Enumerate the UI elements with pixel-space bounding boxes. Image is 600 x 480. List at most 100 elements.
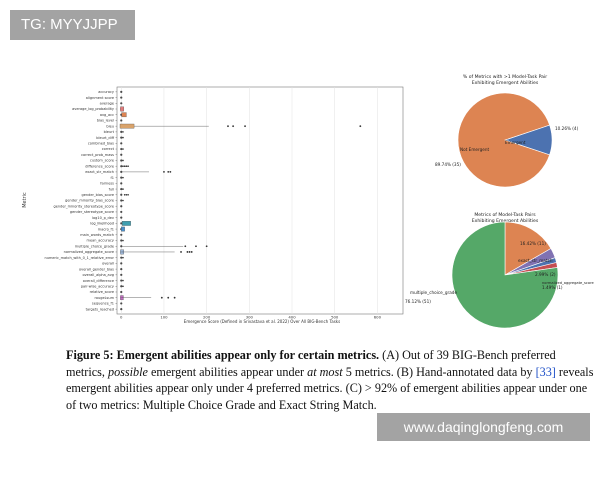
panel-a-box [121,112,127,118]
panel-a-category-label: correct [102,147,115,151]
panel-a-median-point [120,222,123,225]
panel-a-outlier [186,251,189,253]
panel-a-category-label: average_log_probability [72,107,114,111]
panel-a-median-point [120,268,123,271]
panel-a-outlier [244,125,246,128]
panel-a-box [121,226,125,232]
panel-a-outlier [122,165,124,167]
panel-a-outlier [125,165,128,167]
panel-a-outlier [122,131,124,133]
panel-a-median-point [120,182,123,185]
panel-a-category-label: overall_alpha_avg [82,273,114,277]
pie-slice-value: 1.49% (1) [542,285,563,290]
panel-a-median-point [120,262,123,265]
panel-a-median-point [120,102,123,105]
panel-b-title-2: Exhibiting Emergent Abilities [472,80,539,86]
figure-caption: Figure 5: Emergent abilities appear only… [66,347,596,413]
pie-slice-value: 89.74% (35) [435,162,461,167]
panel-a-median-point [120,285,123,288]
caption-italic-2: at most [307,364,343,379]
panel-a-ylabel: Metric [22,192,28,208]
panel-a-outlier [125,193,128,196]
pie-slice-value: 10.26% (4) [555,126,579,131]
panel-a-category-label: numeric_match_with_0_1_relative_error [45,256,115,260]
panel-a-category-label: alignment score [86,96,114,100]
panel-a-category-label: overall_gender_bias [79,267,114,271]
panel-a-xtick-label: 0 [120,315,123,320]
panel-a-category-label: accuracy [98,90,114,94]
panel-a-category-label: correct_prob_mass [81,153,114,157]
panel-a-box [119,123,135,129]
panel-a-xtick-label: 200 [203,315,211,320]
panel-a-median-point [120,205,123,208]
caption-bold-title: Emergent abilities appear only for certa… [116,348,380,362]
panel-a-outlier [188,251,191,253]
panel-a-outlier [122,188,124,190]
panel-a-category-label: f1 [111,176,114,180]
watermark-tag: TG: MYYJJPP [10,10,135,40]
panel-a-xtick-label: 500 [331,315,339,320]
pie-slice-label: multiple_choice_grade [410,290,457,295]
panel-a-outlier [205,245,208,248]
caption-italic-1: possible [107,364,148,379]
panel-a-category-label: overall_difference [83,279,114,283]
panel-a-outlier [232,125,235,128]
pie-slice-label: Not Emergent [460,147,490,152]
panel-a-category-label: custom_score [90,159,114,163]
panel-a-outlier [123,193,126,196]
panel-a-xtick-label: 100 [160,315,168,320]
panel-a-category-label: mean_accuracy [87,239,114,243]
panel-a-median-point [120,273,123,276]
pie-slice-label: Emergent [505,140,526,145]
panel-a-xlabel: Emergence Score (Defined in Srivastava e… [184,319,340,324]
panel-a-box [120,106,124,112]
panel-a-category-label: sequence_f1 [92,302,114,306]
panel-a-median-point [120,239,123,242]
panel-c-pie: exact_str_match 16.42% (11) 2.99% (2) norma… [405,221,594,329]
panel-a-median-point [120,136,123,139]
panel-a-category-label: relative_score [90,290,114,294]
panel-a-median-point [120,90,123,93]
panel-a-outlier [190,251,193,253]
panel-a-category-label: multiple_choice_grade [75,244,114,248]
panel-a-outlier [127,165,129,167]
panel-a-box [121,221,131,226]
panel-a-outlier [122,199,124,202]
panel-a-median-point [120,119,123,122]
panel-a-category-label: pair-wise_accuracy [81,284,114,288]
panel-a-category-label: normalized_aggregate_score [64,250,114,254]
panel-a-outlier [122,148,124,150]
panel-a-outlier [123,165,126,167]
panel-c-title-2: Exhibiting Emergent Abilities [472,218,539,224]
panel-a-outlier [127,193,129,196]
panel-a-median-point [120,256,123,259]
panel-a-category-label: macro_f1 [98,227,114,231]
caption-figure-label: Figure 5: [66,348,114,362]
panel-a-category-label: targets_reached [86,307,114,311]
panel-a-median-point [120,308,123,311]
panel-a-outlier [163,171,165,173]
panel-a-category-label: log_likelihood [90,222,114,226]
pie-slice [504,221,552,276]
pie-slice-label: exact_str_match [518,258,553,263]
panel-a-category-label: exact_str_match [85,170,114,174]
panel-a-median-point [120,233,123,236]
caption-text-2: emergent abilities appear under [147,364,308,379]
pie-slice-value: 16.42% (11) [520,241,546,246]
caption-text-3: 5 metrics. (B) Hand-annotated data by [342,364,536,379]
panel-a-category-label: bias_level [97,119,114,123]
panel-a-median-point [120,165,123,168]
panel-a-frame [116,86,404,315]
panel-a-xtick-label: 600 [374,315,382,320]
panel-a-category-label: avg_acc [100,113,114,117]
panel-a-category-label: difference_score [85,164,114,168]
panel-a-median-point [120,302,123,305]
panel-a-category-label: rougeLsum [95,296,115,300]
panel-a-category-label: log10_p_dev [92,216,114,220]
citation-link[interactable]: [33] [535,364,556,379]
panel-a-median-point [120,142,123,145]
panel-a-category-label: bleu [106,124,114,128]
panel-b-pie: Emergent 10.26% (4) Not Emergent 89.74% (35… [435,92,579,188]
panel-a-category-label: bleurt_diff [96,136,114,140]
